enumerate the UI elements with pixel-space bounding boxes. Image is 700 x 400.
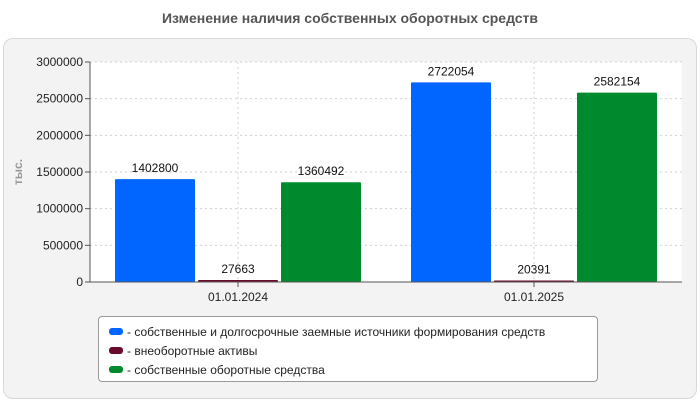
bar-value-label: 27663 (221, 262, 255, 276)
chart-legend: - собственные и долгосрочные заемные ист… (98, 316, 598, 382)
legend-swatch-sources (109, 328, 123, 335)
y-tick-label: 1000000 (36, 202, 83, 216)
bar (281, 182, 361, 282)
x-tick-label: 01.01.2025 (504, 290, 564, 304)
y-tick-label: 1500000 (36, 165, 83, 179)
bar (115, 179, 195, 282)
bar (577, 92, 657, 283)
legend-swatch-working-capital (109, 366, 123, 373)
legend-item-noncurrent: - внеоборотные активы (109, 341, 597, 360)
legend-label-working-capital: - собственные оборотные средства (127, 362, 325, 377)
bar-value-label: 2582154 (594, 75, 641, 89)
y-tick-label: 3000000 (36, 55, 83, 69)
legend-item-sources: - собственные и долгосрочные заемные ист… (109, 322, 597, 341)
x-tick-label: 01.01.2024 (208, 290, 268, 304)
legend-label-noncurrent: - внеоборотные активы (127, 343, 258, 358)
y-axis-title: тыс. (11, 159, 25, 185)
bar (411, 82, 491, 282)
y-tick-label: 2000000 (36, 128, 83, 142)
y-tick-label: 0 (76, 275, 83, 289)
legend-item-working-capital: - собственные оборотные средства (109, 360, 597, 379)
bar-value-label: 20391 (517, 263, 551, 277)
bar-value-label: 1360492 (298, 164, 345, 178)
legend-swatch-noncurrent (109, 347, 123, 354)
bar-value-label: 1402800 (132, 161, 179, 175)
bar (198, 279, 278, 282)
bar-value-label: 2722054 (428, 64, 475, 78)
y-tick-label: 500000 (43, 238, 83, 252)
y-tick-label: 2500000 (36, 92, 83, 106)
legend-label-sources: - собственные и долгосрочные заемные ист… (127, 324, 546, 339)
chart-title: Изменение наличия собственных оборотных … (161, 10, 539, 26)
